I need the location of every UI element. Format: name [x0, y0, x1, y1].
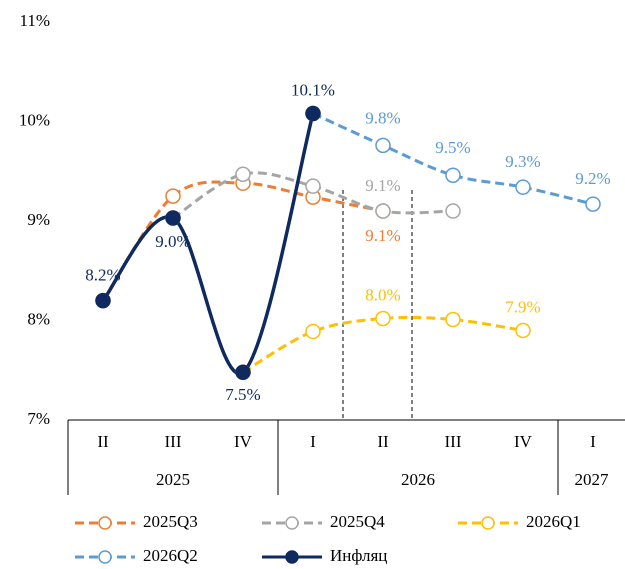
x-tick-label: IV	[514, 432, 533, 451]
point	[235, 364, 251, 380]
point	[165, 188, 181, 204]
value-label: 9.8%	[365, 108, 400, 127]
legend-label: 2025Q4	[330, 512, 385, 531]
point	[585, 196, 601, 212]
point	[235, 166, 251, 182]
y-tick-label: 8%	[27, 309, 50, 328]
y-tick-label: 9%	[27, 210, 50, 229]
point	[375, 310, 391, 327]
value-label: 9.1%	[365, 176, 400, 195]
legend-marker	[285, 550, 299, 564]
value-label: 7.9%	[505, 297, 540, 316]
value-label: 10.1%	[291, 80, 335, 99]
point	[445, 167, 461, 183]
legend-marker	[481, 516, 495, 530]
point	[305, 105, 321, 122]
legend-label: Инфляц	[330, 546, 387, 565]
point	[375, 137, 391, 154]
series-line	[312, 112, 594, 206]
year-label: 2027	[575, 470, 610, 489]
series-line	[101, 180, 384, 302]
value-label: 7.5%	[225, 385, 260, 404]
y-tick-label: 7%	[27, 409, 50, 428]
year-label: 2025	[156, 470, 190, 489]
point	[445, 311, 461, 328]
value-label: 9.1%	[365, 226, 400, 245]
x-tick-label: I	[590, 432, 596, 451]
x-tick-label: I	[310, 432, 316, 451]
x-tick-label: III	[445, 432, 462, 451]
series-line	[242, 315, 524, 374]
value-label: 9.2%	[575, 169, 610, 188]
value-label: 8.2%	[85, 266, 120, 285]
point	[305, 178, 321, 194]
value-label: 8.0%	[365, 285, 400, 304]
point	[165, 210, 181, 226]
series-line	[101, 113, 315, 376]
x-tick-label: II	[97, 432, 109, 451]
legend-label: 2025Q3	[143, 512, 198, 531]
value-label: 9.3%	[505, 152, 540, 171]
value-label: 9.5%	[435, 138, 470, 157]
y-tick-label: 11%	[19, 11, 50, 30]
legend-marker	[98, 516, 112, 530]
point	[95, 292, 111, 309]
point	[515, 179, 531, 195]
point	[375, 203, 391, 219]
y-tick-label: 10%	[19, 110, 50, 129]
legend-label: 2026Q1	[526, 512, 581, 531]
legend-marker	[98, 550, 112, 564]
x-tick-label: II	[377, 432, 389, 451]
point	[515, 322, 531, 339]
point	[445, 203, 461, 219]
x-tick-label: IV	[234, 432, 253, 451]
legend-marker	[285, 516, 299, 530]
year-label: 2026	[401, 470, 435, 489]
value-label: 9.0%	[155, 232, 190, 251]
x-tick-label: III	[165, 432, 182, 451]
legend-label: 2026Q2	[143, 546, 198, 565]
point	[305, 323, 321, 340]
